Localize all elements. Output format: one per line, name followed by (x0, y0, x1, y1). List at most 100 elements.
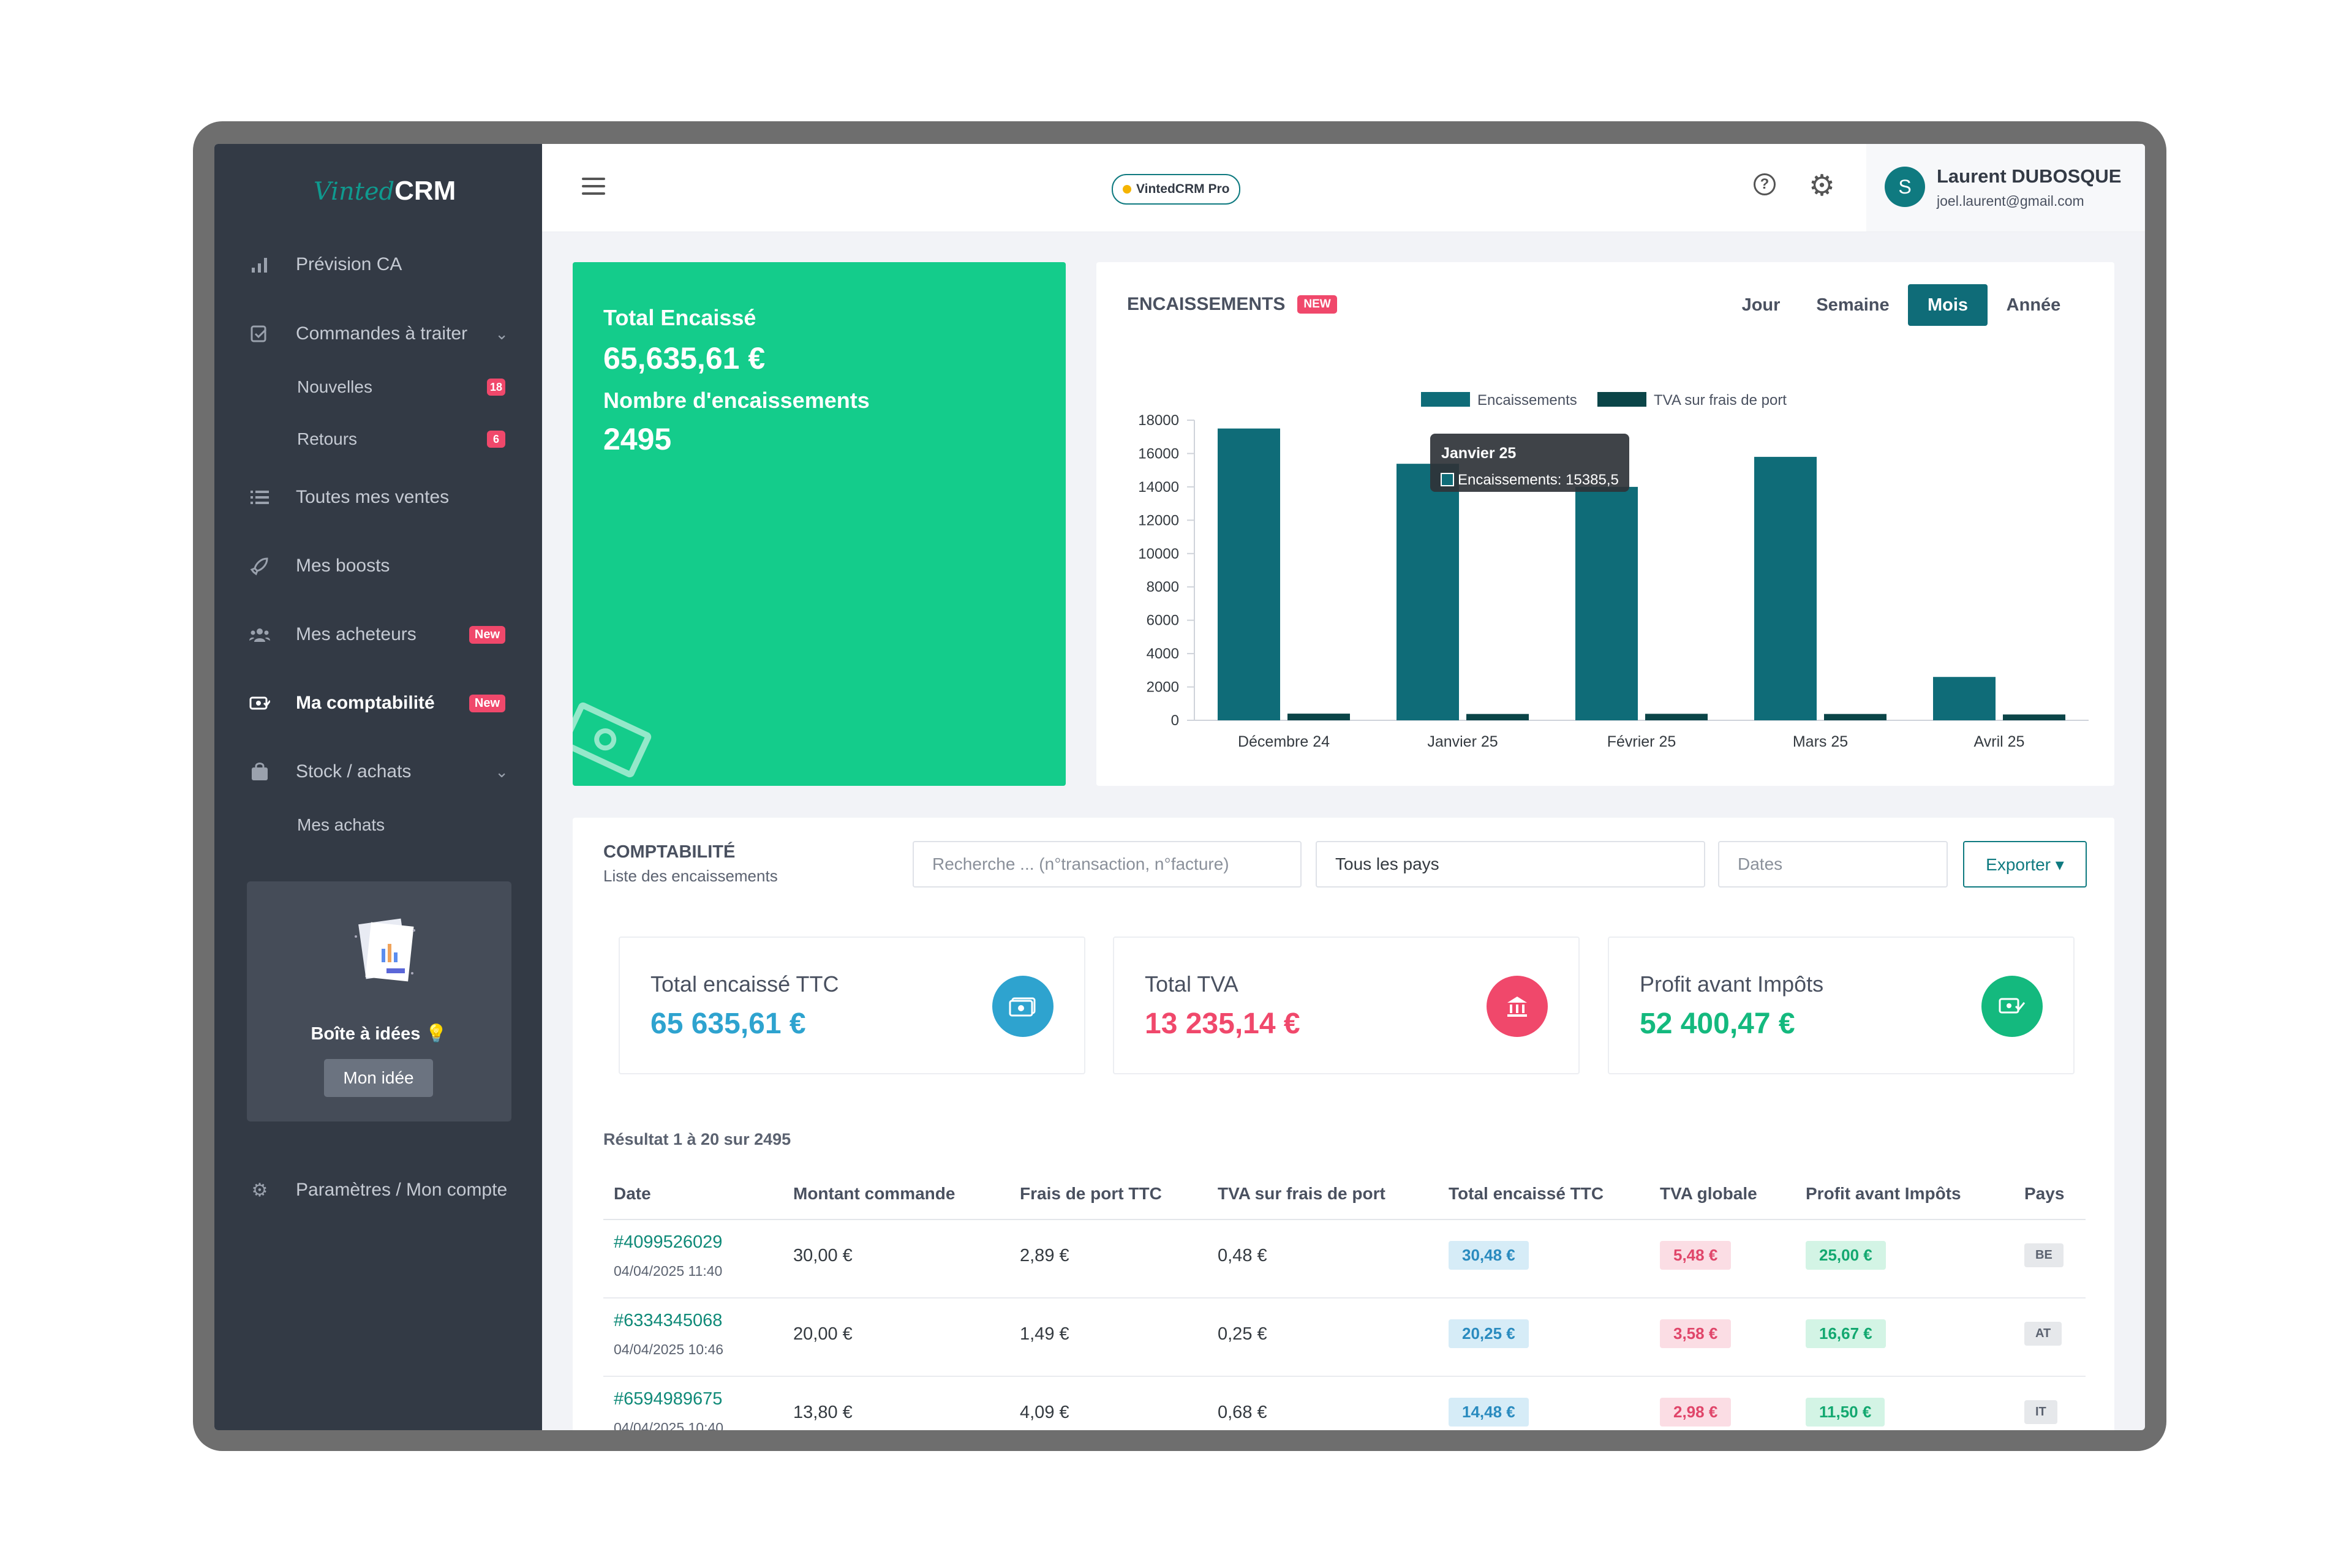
montant-cell: 20,00 € (793, 1324, 853, 1344)
legend-label: Encaissements (1477, 392, 1577, 409)
sidebar-subitem-label: Mes achats (297, 815, 385, 834)
sidebar-item-ventes[interactable]: Toutes mes ventes (248, 479, 511, 516)
frais-cell: 4,09 € (1020, 1403, 1069, 1422)
sidebar-item-commandes[interactable]: Commandes à traiter ⌄ (248, 315, 511, 352)
tva-pill: 2,98 € (1660, 1398, 1732, 1427)
bar-tva-port (1645, 714, 1708, 720)
y-tick-label: 2000 (1147, 679, 1179, 696)
search-input[interactable]: Recherche ... (n°transaction, n°facture) (913, 841, 1302, 888)
stat-label: Profit avant Impôts (1640, 971, 1824, 997)
sidebar-item-comptabilite[interactable]: Ma comptabilité New (248, 685, 511, 722)
sidebar-item-acheteurs[interactable]: Mes acheteurs New (248, 616, 511, 653)
list-icon (248, 486, 271, 509)
dates-input[interactable]: Dates (1718, 841, 1948, 888)
sidebar-item-label: Commandes à traiter (296, 323, 468, 344)
stat-card-profit: Profit avant Impôts 52 400,47 € (1608, 937, 2075, 1074)
plan-badge[interactable]: VintedCRM Pro (1112, 174, 1241, 205)
legend-swatch (1597, 392, 1646, 407)
section-title: COMPTABILITÉ (603, 842, 736, 862)
table-row[interactable]: #6594989675 04/04/2025 10:40 13,80 € 4,0… (603, 1376, 2086, 1430)
settings-gear-icon[interactable]: ⚙ (1809, 170, 1836, 202)
export-button[interactable]: Exporter ▾ (1963, 841, 2087, 888)
tva-port-cell: 0,25 € (1218, 1324, 1267, 1344)
y-tick-label: 4000 (1147, 646, 1179, 662)
money-watermark-icon (573, 701, 653, 779)
sidebar-item-boosts[interactable]: Mes boosts (248, 548, 511, 584)
count-badge: 18 (487, 379, 505, 396)
column-header[interactable]: Frais de port TTC (1020, 1184, 1162, 1203)
table-header: Date Montant commande Frais de port TTC … (603, 1173, 2086, 1220)
column-header[interactable]: Date (614, 1184, 651, 1203)
gear-icon: ⚙ (251, 1180, 268, 1200)
sidebar-subitem-label: Retours (297, 429, 358, 448)
nombre-encaissements-label: Nombre d'encaissements (603, 388, 870, 413)
period-tab-jour[interactable]: Jour (1741, 295, 1781, 315)
sidebar-subitem-nouvelles[interactable]: Nouvelles 18 (297, 372, 511, 402)
sidebar-item-label: Stock / achats (296, 761, 412, 782)
help-icon[interactable]: ? (1754, 173, 1776, 195)
column-header[interactable]: TVA globale (1660, 1184, 1757, 1203)
hamburger-menu-icon[interactable] (582, 178, 605, 200)
x-tick-label: Février 25 (1607, 733, 1676, 750)
period-tab-semaine[interactable]: Semaine (1816, 295, 1890, 315)
transaction-id-link[interactable]: #6334345068 (614, 1311, 723, 1330)
comptabilite-section: COMPTABILITÉ Liste des encaissements Rec… (573, 818, 2114, 1430)
bar-tva-port (1287, 714, 1350, 720)
column-header[interactable]: TVA sur frais de port (1218, 1184, 1385, 1203)
transaction-id-link[interactable]: #4099526029 (614, 1232, 723, 1252)
column-header[interactable]: Total encaissé TTC (1449, 1184, 1604, 1203)
sidebar-subitem-achats[interactable]: Mes achats (297, 810, 511, 840)
checklist-icon (248, 322, 271, 345)
app-screen: VintedCRM Prévision CA Commandes à trait… (214, 144, 2145, 1430)
profit-pill: 11,50 € (1806, 1398, 1885, 1427)
country-select[interactable]: Tous les pays (1316, 841, 1705, 888)
sidebar-item-prevision[interactable]: Prévision CA (248, 246, 511, 283)
period-tab-mois[interactable]: Mois (1908, 284, 1988, 326)
column-header[interactable]: Profit avant Impôts (1806, 1184, 1961, 1203)
total-encaisse-label: Total Encaissé (603, 305, 756, 330)
chart-title-row: ENCAISSEMENTS NEW (1127, 294, 1337, 315)
encaissements-chart: 0 2000 4000 6000 8000 10000 12000 14000 16000 180… (1138, 392, 2089, 750)
x-tick-label: Mars 25 (1793, 733, 1848, 750)
column-header[interactable]: Pays (2024, 1184, 2065, 1203)
user-menu[interactable]: S Laurent DUBOSQUE joel.laurent@gmail.co… (1866, 144, 2145, 232)
bar-encaissements (1575, 486, 1638, 720)
stat-card-total-tva: Total TVA 13 235,14 € (1113, 937, 1580, 1074)
total-encaisse-value: 65,635,61 € (603, 341, 766, 375)
y-tick-label: 14000 (1138, 479, 1179, 496)
rocket-icon (248, 554, 271, 578)
sidebar-item-label: Mes acheteurs (296, 624, 417, 644)
user-email: joel.laurent@gmail.com (1937, 193, 2084, 209)
users-icon (248, 623, 271, 646)
y-tick-label: 16000 (1138, 445, 1179, 462)
transaction-id-link[interactable]: #6594989675 (614, 1389, 723, 1409)
period-tab-annee[interactable]: Année (2006, 295, 2061, 315)
stat-value: 52 400,47 € (1640, 1008, 1795, 1040)
transaction-date: 04/04/2025 11:40 (614, 1263, 723, 1279)
column-header[interactable]: Montant commande (793, 1184, 956, 1203)
chart-card: ENCAISSEMENTS NEW Jour Semaine Mois Anné… (1096, 262, 2114, 786)
shopping-bag-icon (248, 760, 271, 783)
sidebar-item-stock[interactable]: Stock / achats ⌄ (248, 753, 511, 790)
idea-button[interactable]: Mon idée (324, 1059, 433, 1097)
result-count: Résultat 1 à 20 sur 2495 (603, 1130, 791, 1148)
frais-cell: 1,49 € (1020, 1324, 1069, 1344)
table-row[interactable]: #6334345068 04/04/2025 10:46 20,00 € 1,4… (603, 1297, 2086, 1377)
chevron-down-icon: ⌄ (495, 324, 508, 343)
count-badge: 6 (487, 431, 505, 448)
app-logo[interactable]: VintedCRM (314, 176, 456, 206)
plan-label: VintedCRM Pro (1136, 182, 1230, 196)
cash-icon (248, 692, 271, 715)
stat-card-total-ttc: Total encaissé TTC 65 635,61 € (619, 937, 1085, 1074)
bar-encaissements (1933, 677, 1996, 720)
tva-pill: 5,48 € (1660, 1241, 1732, 1270)
sidebar-subitem-retours[interactable]: Retours 6 (297, 424, 511, 454)
table-row[interactable]: #4099526029 04/04/2025 11:40 30,00 € 2,8… (603, 1219, 2086, 1298)
stat-value: 65 635,61 € (650, 1008, 806, 1040)
tva-port-cell: 0,48 € (1218, 1246, 1267, 1265)
country-pill: IT (2024, 1400, 2057, 1424)
montant-cell: 13,80 € (793, 1403, 853, 1422)
user-name: Laurent DUBOSQUE (1937, 165, 2122, 187)
sidebar-item-parametres[interactable]: ⚙ Paramètres / Mon compte (248, 1172, 511, 1208)
summary-card: Total Encaissé 65,635,61 € Nombre d'enca… (573, 262, 1066, 786)
